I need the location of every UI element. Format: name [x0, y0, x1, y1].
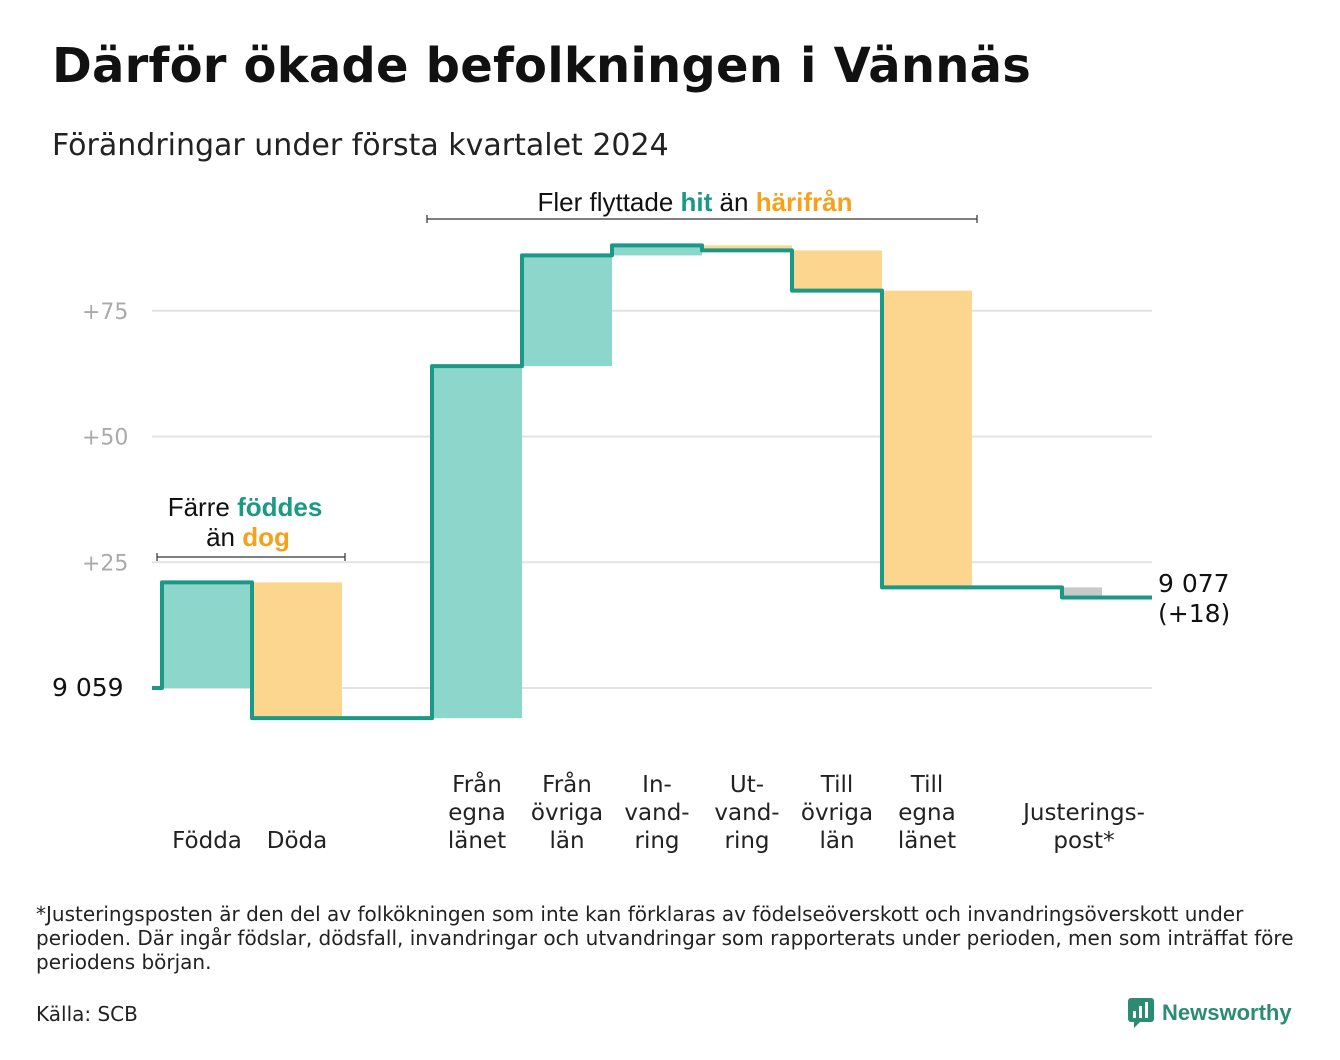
footnote: *Justeringsposten är den del av folkökni…	[36, 902, 1294, 974]
category-label: Från	[542, 770, 592, 798]
category-label: Ut-	[730, 772, 764, 798]
category-label: vand-	[624, 800, 689, 826]
births-annotation-line2: än dog	[206, 522, 290, 552]
bars	[162, 245, 1102, 719]
brand-name: Newsworthy	[1162, 1000, 1292, 1025]
waterfall-bar	[702, 245, 792, 251]
category-label: övriga	[801, 800, 873, 826]
waterfall-bar	[612, 245, 702, 256]
newsworthy-logo-icon	[1128, 998, 1154, 1028]
category-label: ring	[724, 828, 769, 854]
waterfall-bar	[1062, 587, 1102, 598]
category-label: Födda	[172, 828, 242, 854]
migration-bracket	[426, 215, 978, 223]
category-label: Från	[452, 770, 502, 798]
y-tick-label: +50	[82, 426, 128, 451]
category-label: ring	[634, 828, 679, 854]
waterfall-chart: +25+50+75 Födda DödaFrånegnalänetFrånövri…	[52, 187, 1230, 854]
category-label: egna	[448, 800, 505, 826]
category-label: Till	[910, 772, 944, 798]
category-labels: Födda DödaFrånegnalänetFrånövrigalänIn-va…	[172, 770, 1145, 854]
waterfall-bar	[432, 366, 522, 719]
category-label: Justerings-	[1021, 800, 1145, 826]
running-total-line	[152, 243, 1152, 721]
waterfall-bar	[882, 290, 972, 588]
waterfall-bar	[252, 582, 342, 719]
y-tick-labels: +25 +50 +75	[82, 300, 128, 577]
brand: Newsworthy	[1128, 998, 1292, 1028]
running-total-path	[152, 243, 1152, 721]
category-label: län	[819, 828, 854, 854]
start-value-label: 9 059	[52, 673, 124, 702]
category-label: Till	[820, 772, 854, 798]
category-label: post*	[1053, 828, 1114, 854]
end-value-label: 9 077	[1158, 569, 1230, 598]
births-annotation: Färre föddes än dog	[156, 492, 346, 561]
births-bracket	[156, 553, 346, 561]
chart-title: Därför ökade befolkningen i Vännäs	[52, 38, 1031, 94]
chart-subtitle: Förändringar under första kvartalet 2024	[52, 128, 669, 163]
migration-annotation: Fler flyttade hit än härifrån	[426, 187, 978, 223]
category-label: länet	[448, 828, 506, 854]
category-label: egna	[898, 800, 955, 826]
y-tick-label: +25	[82, 551, 128, 576]
y-tick-label: +75	[82, 300, 128, 325]
waterfall-bar	[162, 582, 252, 688]
category-label: länet	[898, 828, 956, 854]
source-label: Källa: SCB	[36, 1002, 138, 1026]
waterfall-bar	[792, 250, 882, 291]
end-change-label: (+18)	[1158, 599, 1230, 628]
migration-annotation-text: Fler flyttade hit än härifrån	[537, 187, 852, 217]
category-label: övriga	[531, 800, 603, 826]
births-annotation-line1: Färre föddes	[168, 492, 323, 522]
category-label: In-	[642, 772, 672, 798]
category-label: vand-	[714, 800, 779, 826]
category-label: Döda	[267, 828, 327, 854]
category-label: län	[549, 828, 584, 854]
waterfall-bar	[522, 255, 612, 367]
